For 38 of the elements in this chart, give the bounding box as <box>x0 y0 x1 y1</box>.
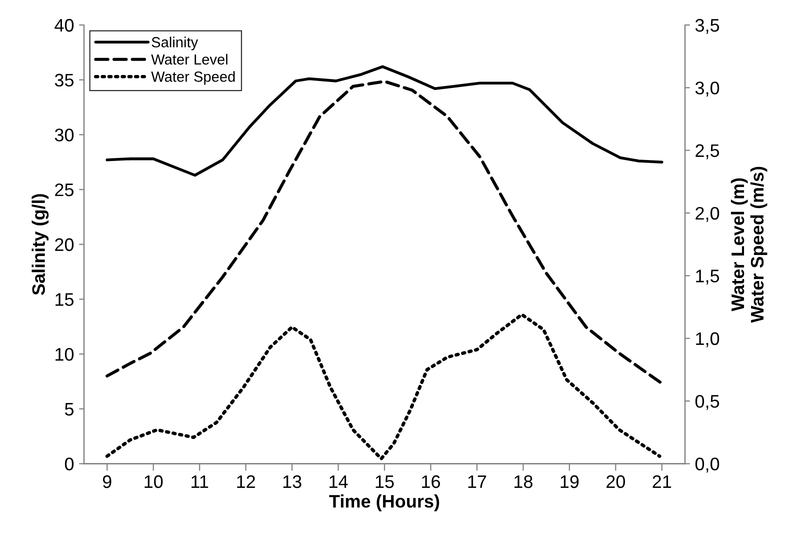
y2-tick-label: 1,0 <box>696 332 720 348</box>
y2-tick-label: 3,0 <box>695 82 720 97</box>
x-tick-label: 11 <box>192 475 208 488</box>
x-tick-label: 19 <box>560 475 579 488</box>
line-series <box>105 312 662 460</box>
y-tick-label: 5 <box>64 402 74 416</box>
y-tick-label: 10 <box>56 348 74 361</box>
legend-label: Salinity <box>152 36 198 50</box>
y2-tick-label: 0,0 <box>695 458 720 473</box>
legend-label: Water Level <box>151 54 228 65</box>
x-tick-label: 13 <box>283 475 302 488</box>
y2-tick-label: 1,5 <box>696 270 720 285</box>
y-axis-title: Salinity (g/l) <box>32 194 49 295</box>
x-tick-label: 21 <box>652 475 672 488</box>
y-tick-label: 0 <box>64 458 74 470</box>
y-tick-label: 15 <box>56 293 74 306</box>
y2-tick-label: 3,5 <box>695 18 720 34</box>
line-series <box>106 65 664 177</box>
x-tick-label: 16 <box>422 475 440 488</box>
x-tick-label: 14 <box>330 475 348 488</box>
x-tick-label: 17 <box>468 475 486 488</box>
x-tick-label: 9 <box>102 475 112 488</box>
x-tick-label: 12 <box>237 475 255 488</box>
y-tick-label: 40 <box>54 18 74 32</box>
y-tick-label: 30 <box>54 128 74 142</box>
x-tick-label: 20 <box>606 475 625 488</box>
y2-tick-label: 0,5 <box>695 394 720 410</box>
x-tick-label: 18 <box>514 475 532 488</box>
x-axis-title: Time (Hours) <box>329 494 440 512</box>
y2-tick-label: 2,5 <box>696 144 720 160</box>
y-tick-label: 35 <box>54 74 74 87</box>
y2-tick-label: 2,0 <box>696 206 720 222</box>
y2-axis-title: Water Level (m) Water Speed (m/s) <box>730 166 768 323</box>
x-tick-label: 15 <box>376 475 394 488</box>
y-tick-label: 20 <box>55 238 74 252</box>
y-tick-label: 25 <box>55 183 74 196</box>
x-tick-label: 10 <box>144 475 163 488</box>
legend-label: Water Speed <box>151 71 235 85</box>
